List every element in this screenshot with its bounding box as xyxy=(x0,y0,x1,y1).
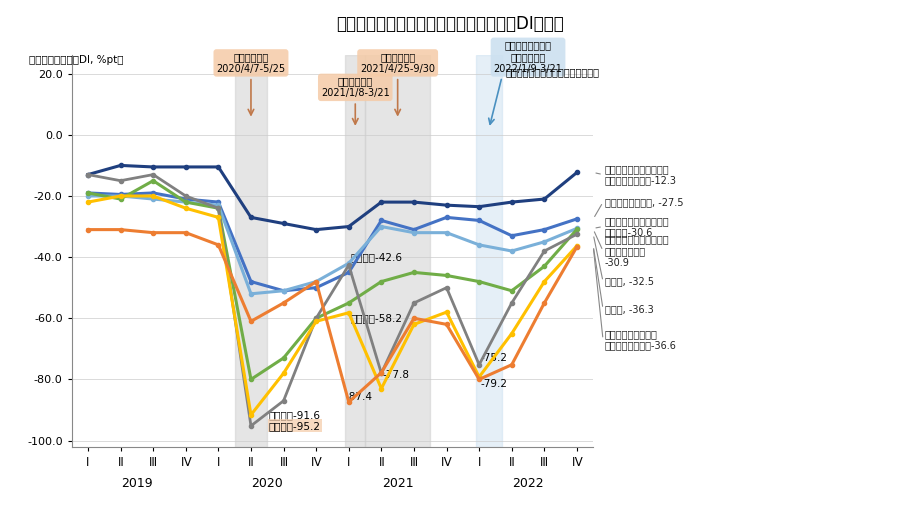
Text: -87.4: -87.4 xyxy=(346,392,373,402)
Text: 図２　サービス業（７業種）の業況水準DIの推移: 図２ サービス業（７業種）の業況水準DIの推移 xyxy=(336,15,564,34)
Text: 飲食業，-91.6: 飲食業，-91.6 xyxy=(269,410,321,420)
Text: 2019: 2019 xyxy=(122,477,153,490)
Text: 2022: 2022 xyxy=(512,477,544,490)
Text: 宿泊業，-95.2: 宿泊業，-95.2 xyxy=(269,421,321,431)
Bar xyxy=(476,55,502,447)
Bar xyxy=(365,55,430,447)
Text: まん延防止等重点
措置実施期間
2022/1/9-3/21: まん延防止等重点 措置実施期間 2022/1/9-3/21 xyxy=(493,41,562,74)
Text: 宿泊業, -32.5: 宿泊業, -32.5 xyxy=(605,277,653,286)
Text: -77.8: -77.8 xyxy=(383,370,410,380)
Text: 飲食業, -36.3: 飲食業, -36.3 xyxy=(605,304,653,314)
Text: （「良い」－「悪い」今期の水準）: （「良い」－「悪い」今期の水準） xyxy=(506,68,599,77)
Bar xyxy=(235,55,267,447)
Text: 対個人サービス業（生活
関連），-30.6: 対個人サービス業（生活 関連），-30.6 xyxy=(605,216,670,237)
Text: （今期の業況水準DI, %pt）: （今期の業況水準DI, %pt） xyxy=(30,55,124,66)
Text: 飲食業，-58.2: 飲食業，-58.2 xyxy=(350,313,402,322)
Text: -79.2: -79.2 xyxy=(481,379,508,390)
Text: 情報通信・広告業, -27.5: 情報通信・広告業, -27.5 xyxy=(605,197,683,207)
Text: 緊急事態宣言
2020/4/7-5/25: 緊急事態宣言 2020/4/7-5/25 xyxy=(216,52,285,74)
Text: 宿泊業，-42.6: 宿泊業，-42.6 xyxy=(350,252,402,262)
Text: 対事業所サービス業
（運送・倉庫），-36.6: 対事業所サービス業 （運送・倉庫），-36.6 xyxy=(605,329,677,350)
Text: 緊急事態宣言
2021/4/25-9/30: 緊急事態宣言 2021/4/25-9/30 xyxy=(360,52,436,74)
Text: 対個人サービス業（自動
車整備その他）
-30.9: 対個人サービス業（自動 車整備その他） -30.9 xyxy=(605,234,670,268)
Text: -75.2: -75.2 xyxy=(481,352,508,363)
Text: 2020: 2020 xyxy=(251,477,284,490)
Text: 対事業所サービス業（専
門技術その他），-12.3: 対事業所サービス業（専 門技術その他），-12.3 xyxy=(605,164,677,185)
Bar xyxy=(346,55,365,447)
Text: 緊急事態宣言
2021/1/8-3/21: 緊急事態宣言 2021/1/8-3/21 xyxy=(321,76,390,98)
Text: 2021: 2021 xyxy=(382,477,413,490)
